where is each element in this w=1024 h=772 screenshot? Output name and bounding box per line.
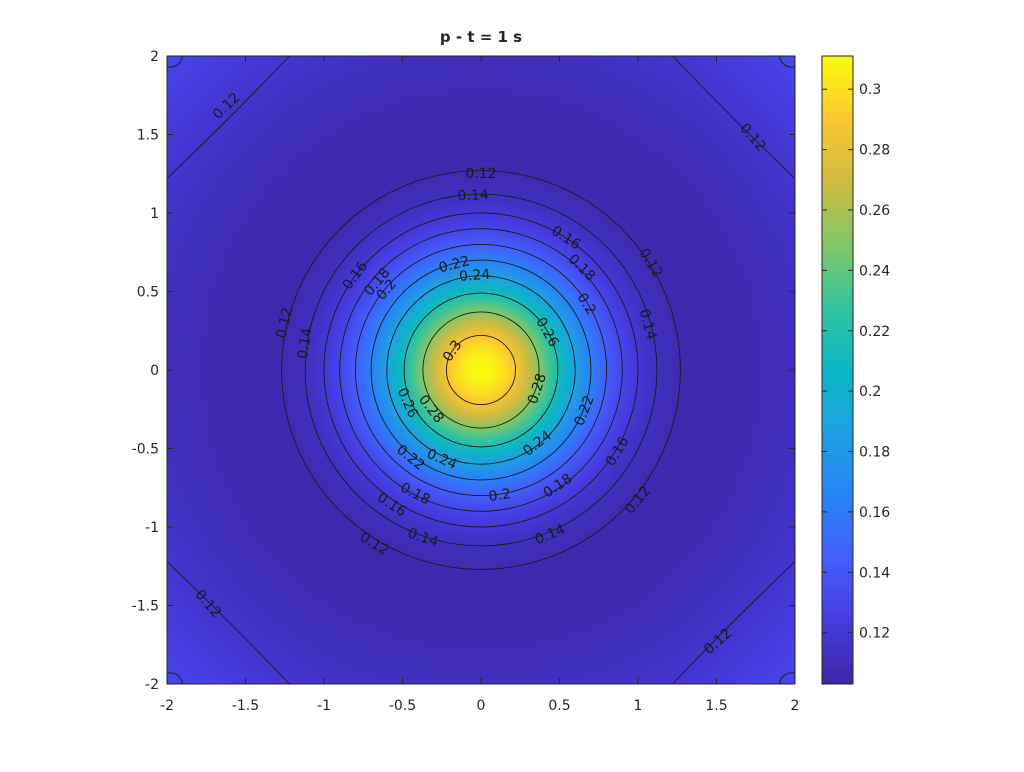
corner-contour-1 xyxy=(672,55,796,179)
y-tick-label: 1 xyxy=(150,206,159,222)
contour-lines xyxy=(166,55,796,685)
contour-0-12 xyxy=(281,170,681,570)
y-tick-label: 2 xyxy=(150,49,159,65)
contour-0-22 xyxy=(370,259,592,481)
colorbar-tick-label: 0.24 xyxy=(859,263,890,279)
y-tick-label: -1.5 xyxy=(132,599,159,615)
x-tick-label: 1 xyxy=(634,698,643,714)
y-tick-label: 0 xyxy=(150,363,159,379)
contour-label: 0.12 xyxy=(465,166,496,182)
y-tick-label: 1.5 xyxy=(137,128,159,144)
contour-label: 0.24 xyxy=(459,267,491,285)
y-tick-label: -1 xyxy=(145,520,159,536)
x-tick-label: 1.5 xyxy=(705,698,727,714)
colorbar-tick-label: 0.3 xyxy=(859,82,881,98)
x-tick-label: -1 xyxy=(317,698,331,714)
contour-label: 0.14 xyxy=(295,327,315,360)
chart-title: p - t = 1 s xyxy=(440,28,522,46)
contour-0-3 xyxy=(446,335,516,405)
contour-0-2 xyxy=(354,243,608,497)
colorbar-ticks: 0.12 0.14 0.16 0.18 0.2 0.22 0.24 0.26 0.28 0.3 xyxy=(822,82,890,642)
contour-label: 0.2 xyxy=(488,486,512,505)
contour-0-28 xyxy=(422,311,540,429)
y-axis: -2 -1.5 -1 -0.5 0 0.5 1 1.5 2 xyxy=(132,49,795,693)
x-tick-label: 0 xyxy=(477,698,486,714)
contour-label: 0.14 xyxy=(457,187,489,204)
x-tick-label: -1.5 xyxy=(232,698,259,714)
colorbar-tick-label: 0.2 xyxy=(859,384,881,400)
contour-0-24 xyxy=(386,275,576,465)
corner-contour-2 xyxy=(166,561,290,685)
heatmap xyxy=(167,56,795,684)
x-tick-label: -2 xyxy=(160,698,174,714)
corner-contour-0 xyxy=(166,55,290,179)
y-tick-label: 0.5 xyxy=(137,285,159,301)
colorbar-tick-label: 0.18 xyxy=(859,445,890,461)
x-tick-label: -0.5 xyxy=(389,698,416,714)
corner-hook-0 xyxy=(166,55,184,68)
x-tick-label: 0.5 xyxy=(548,698,570,714)
contour-0-26 xyxy=(403,292,559,448)
contour-0-18 xyxy=(339,228,623,512)
colorbar-tick-label: 0.14 xyxy=(859,565,890,581)
contour-label: 0.22 xyxy=(437,253,471,276)
corner-contour-3 xyxy=(672,561,796,685)
corner-hook-1 xyxy=(778,55,796,68)
contour-label: 0.12 xyxy=(273,306,296,340)
colorbar: 0.12 0.14 0.16 0.18 0.2 0.22 0.24 0.26 0.28 0.3 xyxy=(821,55,890,685)
plot-area: 0.120.140.160.180.20.120.140.160.180.20.… xyxy=(166,55,796,685)
x-tick-label: 2 xyxy=(791,698,800,714)
corner-hook-2 xyxy=(166,672,184,685)
colorbar-frame xyxy=(821,55,854,685)
contour-label: 0.14 xyxy=(636,307,660,341)
corner-hook-3 xyxy=(778,672,796,685)
colorbar-tick-label: 0.28 xyxy=(859,143,890,159)
colorbar-tick-label: 0.16 xyxy=(859,505,890,521)
colorbar-tick-label: 0.12 xyxy=(859,626,890,642)
x-axis: -2 -1.5 -1 -0.5 0 0.5 1 1.5 2 xyxy=(160,56,799,714)
contour-0-14 xyxy=(304,193,658,547)
colorbar-tick-label: 0.22 xyxy=(859,324,890,340)
y-tick-label: -0.5 xyxy=(132,442,159,458)
y-tick-label: -2 xyxy=(145,677,159,693)
contour-0-16 xyxy=(323,212,639,528)
colorbar-gradient xyxy=(822,56,853,684)
colorbar-tick-label: 0.26 xyxy=(859,203,890,219)
